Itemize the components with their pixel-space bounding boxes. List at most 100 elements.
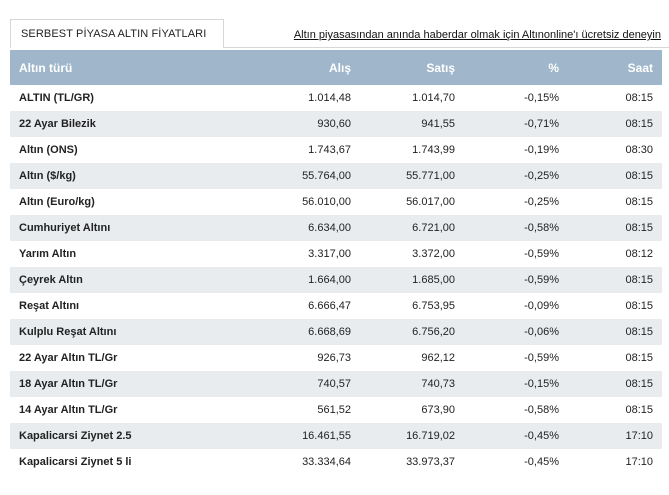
buy-price-cell: 1.664,00 bbox=[308, 274, 351, 286]
header-buy: Alış bbox=[328, 60, 351, 75]
buy-price-cell: 33.334,64 bbox=[302, 456, 351, 468]
header-sell: Satış bbox=[426, 60, 455, 75]
gold-type-cell: Altın (Euro/kg) bbox=[19, 196, 95, 208]
change-cell: -0,58% bbox=[524, 222, 559, 234]
time-cell: 08:15 bbox=[625, 222, 653, 234]
time-cell: 08:15 bbox=[625, 196, 653, 208]
gold-type-cell: 14 Ayar Altın TL/Gr bbox=[19, 404, 118, 416]
change-cell: -0,71% bbox=[524, 118, 559, 130]
change-cell: -0,19% bbox=[524, 144, 559, 156]
time-cell: 17:10 bbox=[625, 456, 653, 468]
gold-type-cell: 18 Ayar Altın TL/Gr bbox=[19, 378, 118, 390]
gold-type-cell: ALTIN (TL/GR) bbox=[19, 92, 94, 104]
table-row: Altın (Euro/kg) 56.010,00 56.017,00 -0,25% 0… bbox=[10, 189, 662, 215]
table-row: Yarım Altın 3.317,00 3.372,00 -0,59% 08:12 bbox=[10, 241, 662, 267]
tab-free-market-gold[interactable]: SERBEST PİYASA ALTIN FİYATLARI bbox=[10, 19, 224, 48]
time-cell: 08:15 bbox=[625, 170, 653, 182]
sell-price-cell: 56.017,00 bbox=[406, 196, 455, 208]
tab-title: SERBEST PİYASA ALTIN FİYATLARI bbox=[21, 28, 207, 40]
table-row: Kapalicarsi Ziynet 2.5 16.461,55 16.719,02… bbox=[10, 423, 662, 449]
change-cell: -0,15% bbox=[524, 92, 559, 104]
buy-price-cell: 55.764,00 bbox=[302, 170, 351, 182]
change-cell: -0,06% bbox=[524, 326, 559, 338]
change-cell: -0,25% bbox=[524, 170, 559, 182]
change-cell: -0,45% bbox=[524, 456, 559, 468]
sell-price-cell: 33.973,37 bbox=[406, 456, 455, 468]
gold-type-cell: Altın ($/kg) bbox=[19, 170, 76, 182]
table-row: 18 Ayar Altın TL/Gr 740,57 740,73 -0,15% 08:… bbox=[10, 371, 662, 397]
change-cell: -0,25% bbox=[524, 196, 559, 208]
gold-type-cell: 22 Ayar Altın TL/Gr bbox=[19, 352, 118, 364]
sell-price-cell: 1.685,00 bbox=[412, 274, 455, 286]
time-cell: 08:15 bbox=[625, 352, 653, 364]
buy-price-cell: 6.634,00 bbox=[308, 222, 351, 234]
table-row: 22 Ayar Bilezik 930,60 941,55 -0,71% 08:15 bbox=[10, 111, 662, 137]
header-change: % bbox=[548, 60, 559, 75]
change-cell: -0,59% bbox=[524, 352, 559, 364]
table-row: Altın ($/kg) 55.764,00 55.771,00 -0,25% 08:1… bbox=[10, 163, 662, 189]
change-cell: -0,15% bbox=[524, 378, 559, 390]
buy-price-cell: 3.317,00 bbox=[308, 248, 351, 260]
buy-price-cell: 561,52 bbox=[317, 404, 351, 416]
header-gold-type: Altın türü bbox=[19, 60, 73, 75]
sell-price-cell: 941,55 bbox=[421, 118, 455, 130]
gold-type-cell: 22 Ayar Bilezik bbox=[19, 118, 96, 130]
buy-price-cell: 740,57 bbox=[317, 378, 351, 390]
gold-type-cell: Çeyrek Altın bbox=[19, 274, 83, 286]
sell-price-cell: 3.372,00 bbox=[412, 248, 455, 260]
table-row: ALTIN (TL/GR) 1.014,48 1.014,70 -0,15% 08:15 bbox=[10, 85, 662, 111]
table-header-row: Altın türü Alış Satış % Saat bbox=[10, 50, 662, 85]
change-cell: -0,58% bbox=[524, 404, 559, 416]
sell-price-cell: 962,12 bbox=[421, 352, 455, 364]
time-cell: 08:15 bbox=[625, 300, 653, 312]
buy-price-cell: 1.743,67 bbox=[308, 144, 351, 156]
table-row: Kapalicarsi Ziynet 5 li 33.334,64 33.973,3… bbox=[10, 449, 662, 475]
gold-type-cell: Yarım Altın bbox=[19, 248, 77, 260]
table-row: Altın (ONS) 1.743,67 1.743,99 -0,19% 08:30 bbox=[10, 137, 662, 163]
time-cell: 08:15 bbox=[625, 118, 653, 130]
buy-price-cell: 56.010,00 bbox=[302, 196, 351, 208]
header-time: Saat bbox=[627, 60, 653, 75]
tab-divider bbox=[224, 47, 669, 48]
time-cell: 08:30 bbox=[625, 144, 653, 156]
time-cell: 08:15 bbox=[625, 404, 653, 416]
sell-price-cell: 6.753,95 bbox=[412, 300, 455, 312]
gold-type-cell: Kulplu Reşat Altını bbox=[19, 326, 117, 338]
table-row: 22 Ayar Altın TL/Gr 926,73 962,12 -0,59% 08:… bbox=[10, 345, 662, 371]
time-cell: 17:10 bbox=[625, 430, 653, 442]
promo-link[interactable]: Altın piyasasından anında haberdar olmak… bbox=[293, 29, 661, 41]
buy-price-cell: 926,73 bbox=[317, 352, 351, 364]
table-row: Cumhuriyet Altını 6.634,00 6.721,00 -0,58% 0… bbox=[10, 215, 662, 241]
gold-type-cell: Kapalicarsi Ziynet 2.5 bbox=[19, 430, 132, 442]
buy-price-cell: 930,60 bbox=[317, 118, 351, 130]
time-cell: 08:15 bbox=[625, 92, 653, 104]
gold-type-cell: Kapalicarsi Ziynet 5 li bbox=[19, 456, 132, 468]
sell-price-cell: 740,73 bbox=[421, 378, 455, 390]
buy-price-cell: 1.014,48 bbox=[308, 92, 351, 104]
sell-price-cell: 6.756,20 bbox=[412, 326, 455, 338]
table-row: 14 Ayar Altın TL/Gr 561,52 673,90 -0,58% 08:… bbox=[10, 397, 662, 423]
change-cell: -0,59% bbox=[524, 274, 559, 286]
sell-price-cell: 1.743,99 bbox=[412, 144, 455, 156]
sell-price-cell: 673,90 bbox=[421, 404, 455, 416]
time-cell: 08:15 bbox=[625, 326, 653, 338]
gold-type-cell: Altın (ONS) bbox=[19, 144, 78, 156]
sell-price-cell: 16.719,02 bbox=[406, 430, 455, 442]
buy-price-cell: 6.666,47 bbox=[308, 300, 351, 312]
gold-type-cell: Reşat Altını bbox=[19, 300, 80, 312]
time-cell: 08:12 bbox=[625, 248, 653, 260]
buy-price-cell: 16.461,55 bbox=[302, 430, 351, 442]
sell-price-cell: 6.721,00 bbox=[412, 222, 455, 234]
table-row: Çeyrek Altın 1.664,00 1.685,00 -0,59% 08:15 bbox=[10, 267, 662, 293]
time-cell: 08:15 bbox=[625, 378, 653, 390]
gold-type-cell: Cumhuriyet Altını bbox=[19, 222, 111, 234]
gold-prices-table: Altın türü Alış Satış % Saat ALTIN (TL/G… bbox=[10, 50, 662, 475]
sell-price-cell: 55.771,00 bbox=[406, 170, 455, 182]
change-cell: -0,45% bbox=[524, 430, 559, 442]
buy-price-cell: 6.668,69 bbox=[308, 326, 351, 338]
time-cell: 08:15 bbox=[625, 274, 653, 286]
sell-price-cell: 1.014,70 bbox=[412, 92, 455, 104]
change-cell: -0,09% bbox=[524, 300, 559, 312]
table-row: Kulplu Reşat Altını 6.668,69 6.756,20 -0,06… bbox=[10, 319, 662, 345]
